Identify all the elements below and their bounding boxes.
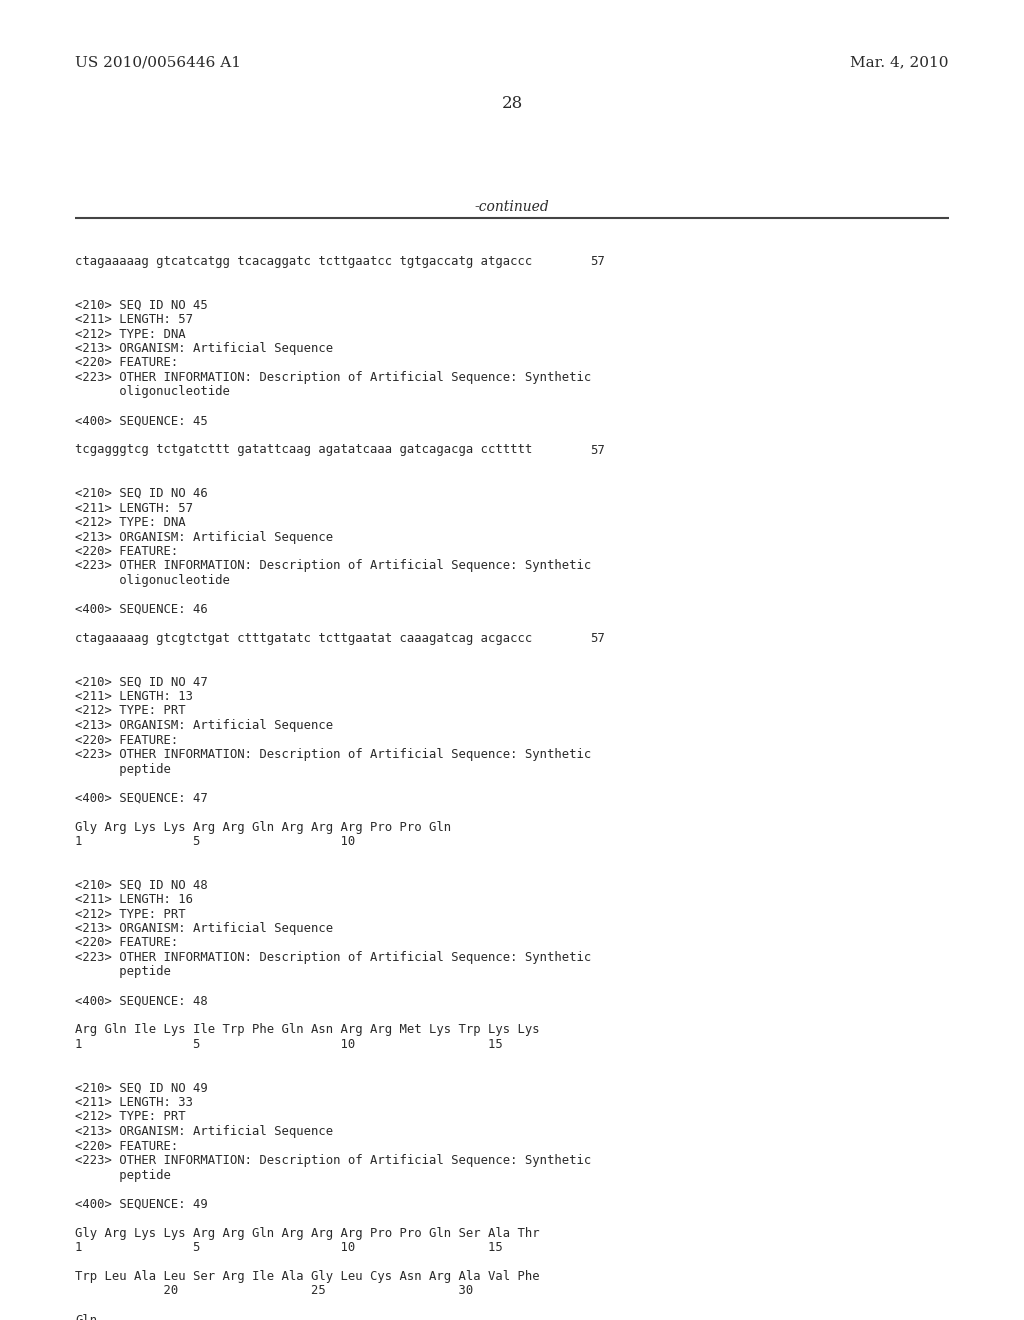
Text: 28: 28 (502, 95, 522, 112)
Text: <220> FEATURE:: <220> FEATURE: (75, 356, 178, 370)
Text: 57: 57 (590, 255, 605, 268)
Text: <223> OTHER INFORMATION: Description of Artificial Sequence: Synthetic: <223> OTHER INFORMATION: Description of … (75, 748, 591, 762)
Text: <400> SEQUENCE: 48: <400> SEQUENCE: 48 (75, 994, 208, 1007)
Text: <212> TYPE: PRT: <212> TYPE: PRT (75, 1110, 185, 1123)
Text: Gly Arg Lys Lys Arg Arg Gln Arg Arg Arg Pro Pro Gln Ser Ala Thr: Gly Arg Lys Lys Arg Arg Gln Arg Arg Arg … (75, 1226, 540, 1239)
Text: Mar. 4, 2010: Mar. 4, 2010 (851, 55, 949, 69)
Text: <213> ORGANISM: Artificial Sequence: <213> ORGANISM: Artificial Sequence (75, 921, 333, 935)
Text: <210> SEQ ID NO 49: <210> SEQ ID NO 49 (75, 1081, 208, 1094)
Text: -continued: -continued (475, 201, 549, 214)
Text: oligonucleotide: oligonucleotide (75, 385, 229, 399)
Text: <213> ORGANISM: Artificial Sequence: <213> ORGANISM: Artificial Sequence (75, 342, 333, 355)
Text: 1               5                   10                  15: 1 5 10 15 (75, 1038, 503, 1051)
Text: <223> OTHER INFORMATION: Description of Artificial Sequence: Synthetic: <223> OTHER INFORMATION: Description of … (75, 950, 591, 964)
Text: <212> TYPE: PRT: <212> TYPE: PRT (75, 705, 185, 718)
Text: <211> LENGTH: 33: <211> LENGTH: 33 (75, 1096, 193, 1109)
Text: 1               5                   10: 1 5 10 (75, 836, 355, 847)
Text: <223> OTHER INFORMATION: Description of Artificial Sequence: Synthetic: <223> OTHER INFORMATION: Description of … (75, 1154, 591, 1167)
Text: <220> FEATURE:: <220> FEATURE: (75, 1139, 178, 1152)
Text: ctagaaaaag gtcgtctgat ctttgatatc tcttgaatat caaagatcag acgaccc: ctagaaaaag gtcgtctgat ctttgatatc tcttgaa… (75, 632, 532, 645)
Text: oligonucleotide: oligonucleotide (75, 574, 229, 587)
Text: <211> LENGTH: 57: <211> LENGTH: 57 (75, 313, 193, 326)
Text: peptide: peptide (75, 763, 171, 776)
Text: <400> SEQUENCE: 47: <400> SEQUENCE: 47 (75, 792, 208, 804)
Text: <213> ORGANISM: Artificial Sequence: <213> ORGANISM: Artificial Sequence (75, 1125, 333, 1138)
Text: peptide: peptide (75, 1168, 171, 1181)
Text: Arg Gln Ile Lys Ile Trp Phe Gln Asn Arg Arg Met Lys Trp Lys Lys: Arg Gln Ile Lys Ile Trp Phe Gln Asn Arg … (75, 1023, 540, 1036)
Text: US 2010/0056446 A1: US 2010/0056446 A1 (75, 55, 241, 69)
Text: peptide: peptide (75, 965, 171, 978)
Text: 1               5                   10                  15: 1 5 10 15 (75, 1241, 503, 1254)
Text: <400> SEQUENCE: 46: <400> SEQUENCE: 46 (75, 603, 208, 616)
Text: <223> OTHER INFORMATION: Description of Artificial Sequence: Synthetic: <223> OTHER INFORMATION: Description of … (75, 371, 591, 384)
Text: <220> FEATURE:: <220> FEATURE: (75, 936, 178, 949)
Text: <211> LENGTH: 57: <211> LENGTH: 57 (75, 502, 193, 515)
Text: <210> SEQ ID NO 48: <210> SEQ ID NO 48 (75, 879, 208, 891)
Text: <210> SEQ ID NO 45: <210> SEQ ID NO 45 (75, 298, 208, 312)
Text: <211> LENGTH: 16: <211> LENGTH: 16 (75, 894, 193, 906)
Text: <210> SEQ ID NO 46: <210> SEQ ID NO 46 (75, 487, 208, 500)
Text: 57: 57 (590, 632, 605, 645)
Text: ctagaaaaag gtcatcatgg tcacaggatc tcttgaatcc tgtgaccatg atgaccc: ctagaaaaag gtcatcatgg tcacaggatc tcttgaa… (75, 255, 532, 268)
Text: Gln: Gln (75, 1313, 97, 1320)
Text: <220> FEATURE:: <220> FEATURE: (75, 734, 178, 747)
Text: <210> SEQ ID NO 47: <210> SEQ ID NO 47 (75, 676, 208, 689)
Text: <400> SEQUENCE: 45: <400> SEQUENCE: 45 (75, 414, 208, 428)
Text: <212> TYPE: DNA: <212> TYPE: DNA (75, 516, 185, 529)
Text: <213> ORGANISM: Artificial Sequence: <213> ORGANISM: Artificial Sequence (75, 719, 333, 733)
Text: 57: 57 (590, 444, 605, 457)
Text: tcgagggtcg tctgatcttt gatattcaag agatatcaaa gatcagacga ccttttt: tcgagggtcg tctgatcttt gatattcaag agatatc… (75, 444, 532, 457)
Text: 20                  25                  30: 20 25 30 (75, 1284, 473, 1298)
Text: <213> ORGANISM: Artificial Sequence: <213> ORGANISM: Artificial Sequence (75, 531, 333, 544)
Text: <220> FEATURE:: <220> FEATURE: (75, 545, 178, 558)
Text: <400> SEQUENCE: 49: <400> SEQUENCE: 49 (75, 1197, 208, 1210)
Text: <211> LENGTH: 13: <211> LENGTH: 13 (75, 690, 193, 704)
Text: <212> TYPE: DNA: <212> TYPE: DNA (75, 327, 185, 341)
Text: Gly Arg Lys Lys Arg Arg Gln Arg Arg Arg Pro Pro Gln: Gly Arg Lys Lys Arg Arg Gln Arg Arg Arg … (75, 821, 452, 833)
Text: <223> OTHER INFORMATION: Description of Artificial Sequence: Synthetic: <223> OTHER INFORMATION: Description of … (75, 560, 591, 573)
Text: Trp Leu Ala Leu Ser Arg Ile Ala Gly Leu Cys Asn Arg Ala Val Phe: Trp Leu Ala Leu Ser Arg Ile Ala Gly Leu … (75, 1270, 540, 1283)
Text: <212> TYPE: PRT: <212> TYPE: PRT (75, 908, 185, 920)
